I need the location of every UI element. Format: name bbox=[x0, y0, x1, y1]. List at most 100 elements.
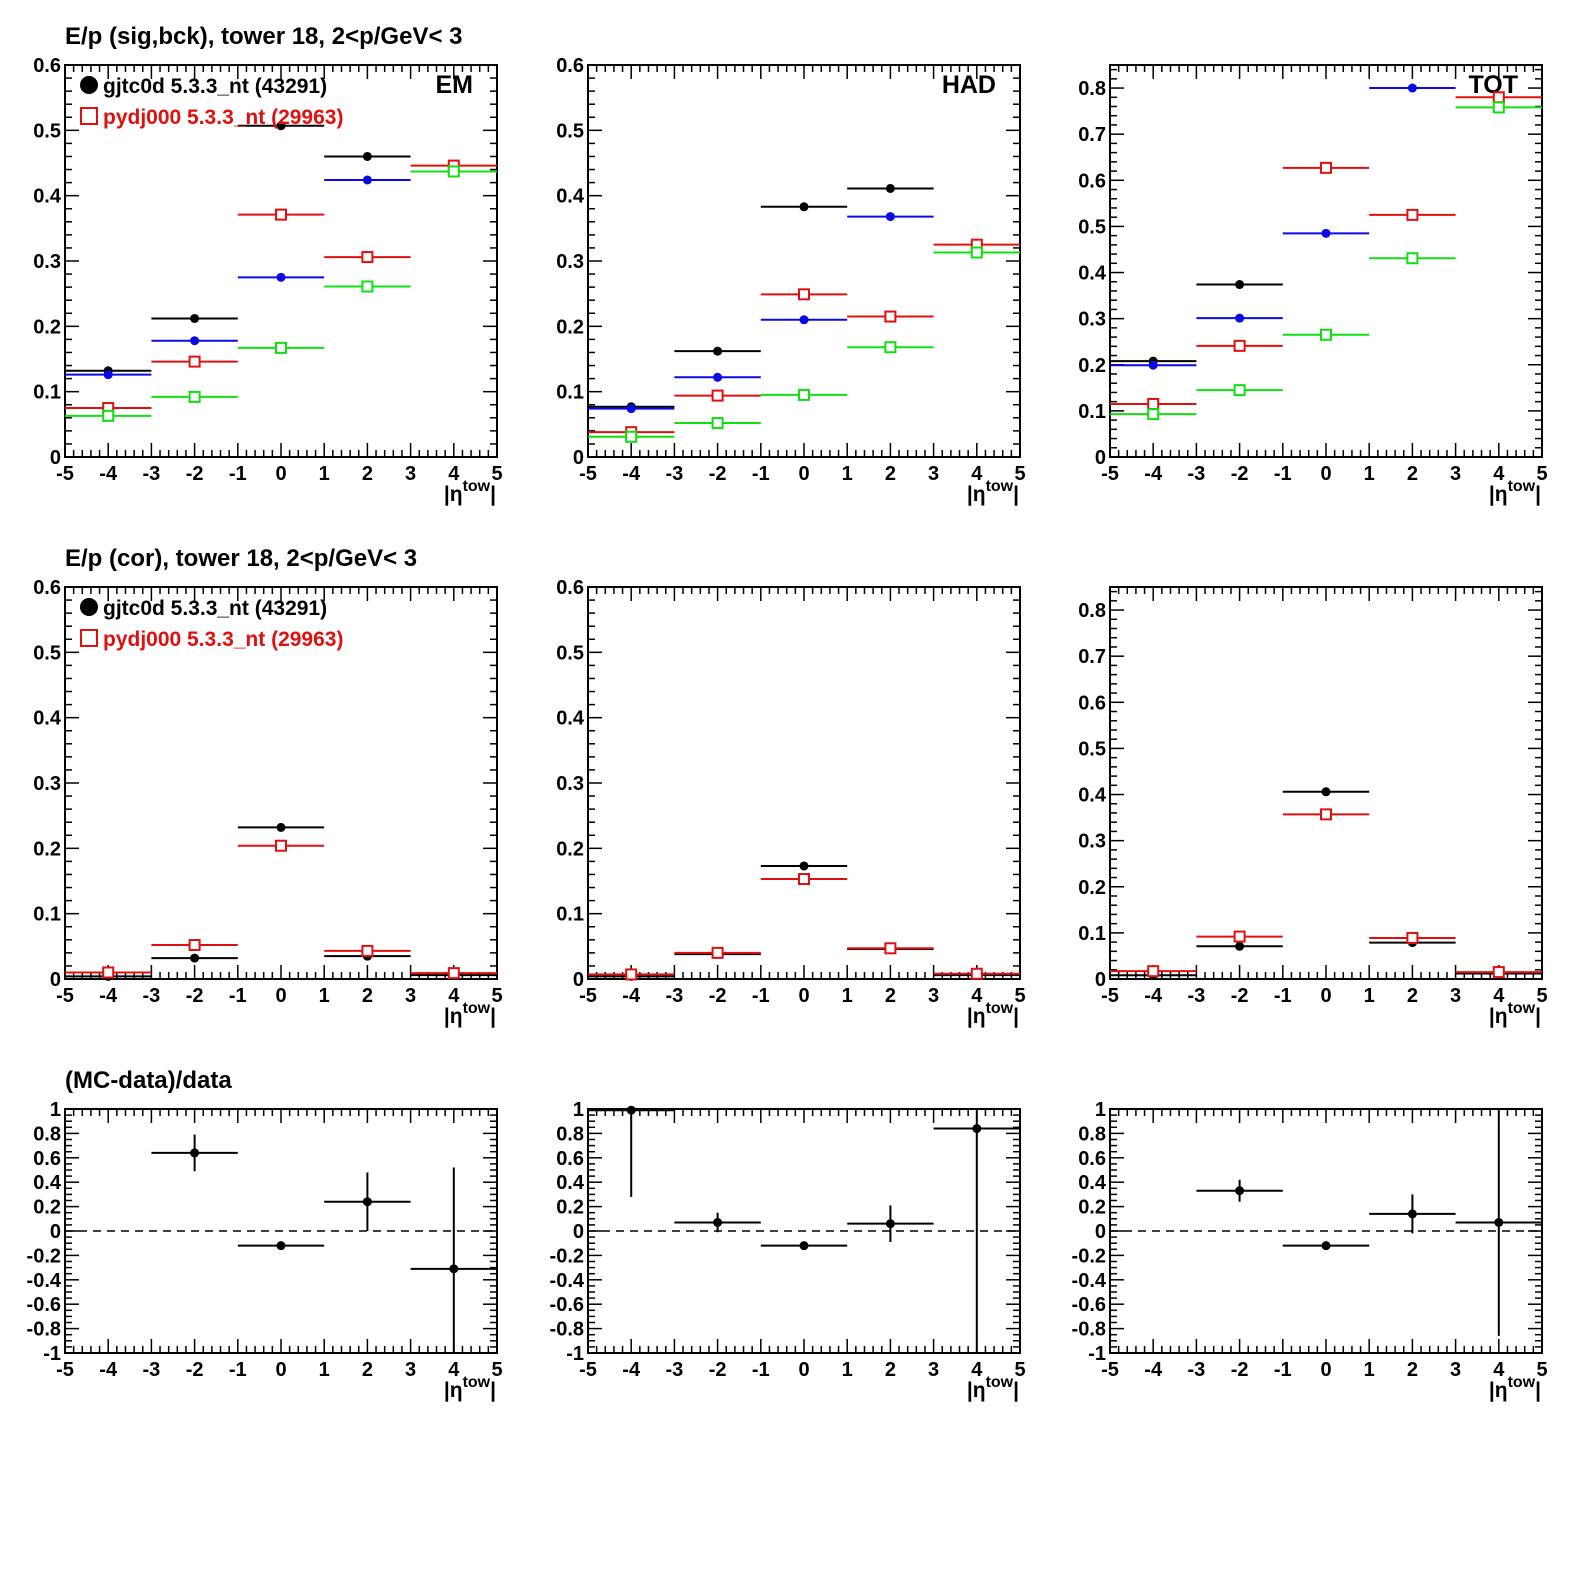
y-tick-label: 0 bbox=[1095, 1221, 1106, 1243]
legend-label: gjtc0d 5.3.3_nt (43291) bbox=[103, 597, 327, 620]
data-point bbox=[1147, 397, 1160, 410]
data-point bbox=[447, 967, 460, 980]
y-tick-label: -0.8 bbox=[1072, 1319, 1106, 1341]
x-tick-label: -1 bbox=[229, 985, 247, 1007]
y-tick-label: -0.2 bbox=[27, 1245, 61, 1267]
x-tick-label: -2 bbox=[709, 463, 727, 485]
x-tick-label: 2 bbox=[885, 985, 896, 1007]
row-1-title: E/p (sig,bck), tower 18, 2<p/GeV< 3 bbox=[65, 23, 462, 50]
x-tick-label: -2 bbox=[709, 985, 727, 1007]
x-axis-label: |ηtow| bbox=[967, 1374, 1019, 1402]
data-point bbox=[885, 183, 895, 193]
data-point bbox=[362, 151, 372, 161]
x-tick-label: -1 bbox=[752, 1359, 770, 1381]
data-point bbox=[1407, 83, 1417, 93]
y-tick-label: 0.4 bbox=[556, 186, 585, 208]
x-axis-label: |ηtow| bbox=[444, 478, 496, 506]
data-point bbox=[275, 839, 287, 852]
data-point bbox=[1407, 1209, 1417, 1219]
x-tick-label: -5 bbox=[56, 463, 74, 485]
legend-marker bbox=[80, 598, 98, 616]
x-tick-label: -1 bbox=[1274, 1359, 1292, 1381]
x-tick-label: 4 bbox=[1493, 985, 1505, 1007]
x-tick-label: -5 bbox=[579, 985, 597, 1007]
x-tick-label: 2 bbox=[362, 463, 373, 485]
x-tick-label: 5 bbox=[1014, 985, 1025, 1007]
y-tick-label: 0.4 bbox=[1078, 785, 1107, 807]
panels: -5 -4 -3 -2 -1 0 1 2 3 4 5 0 0.1 0.2 0.3 0.4 0.5 0.6 |ηtow… bbox=[27, 55, 1548, 1402]
y-tick-label: 1 bbox=[573, 1099, 584, 1121]
y-tick-label: 0 bbox=[1095, 447, 1106, 469]
data-point bbox=[1147, 408, 1160, 421]
x-axis-label: |ηtow| bbox=[1489, 478, 1541, 506]
x-tick-label: -4 bbox=[99, 463, 118, 485]
x-tick-label: 0 bbox=[275, 463, 286, 485]
y-tick-label: 0 bbox=[50, 969, 61, 991]
data-point bbox=[713, 372, 723, 382]
x-tick-label: -5 bbox=[579, 1359, 597, 1381]
y-tick-label: -0.6 bbox=[550, 1294, 584, 1316]
x-tick-label: 5 bbox=[491, 1359, 502, 1381]
y-tick-label: 0.2 bbox=[1078, 355, 1106, 377]
x-tick-label: -4 bbox=[1144, 1359, 1163, 1381]
y-tick-label: 0.8 bbox=[1078, 600, 1106, 622]
x-tick-label: 4 bbox=[448, 985, 460, 1007]
x-tick-label: 5 bbox=[1014, 463, 1025, 485]
x-tick-label: -3 bbox=[666, 1359, 684, 1381]
x-tick-label: 3 bbox=[928, 985, 939, 1007]
data-point bbox=[625, 430, 638, 443]
y-tick-label: 0.3 bbox=[1078, 309, 1106, 331]
x-tick-label: -3 bbox=[143, 1359, 161, 1381]
legend-marker bbox=[80, 629, 98, 647]
data-point bbox=[1492, 91, 1505, 104]
y-tick-label: 0.4 bbox=[33, 1172, 62, 1194]
data-point bbox=[1320, 161, 1332, 174]
x-axis-label: |ηtow| bbox=[967, 1000, 1019, 1028]
x-tick-label: 1 bbox=[319, 463, 330, 485]
panel-corner-label: HAD bbox=[942, 71, 996, 99]
y-tick-label: 0.2 bbox=[33, 316, 61, 338]
x-tick-label: 4 bbox=[971, 985, 983, 1007]
data-point bbox=[713, 1217, 723, 1227]
x-tick-label: 3 bbox=[405, 985, 416, 1007]
x-tick-label: -3 bbox=[666, 985, 684, 1007]
data-point bbox=[1320, 808, 1332, 821]
x-tick-label: 3 bbox=[405, 463, 416, 485]
y-tick-label: 0.2 bbox=[556, 316, 584, 338]
x-tick-label: 5 bbox=[1536, 985, 1547, 1007]
data-point bbox=[190, 1148, 200, 1158]
data-point bbox=[1321, 787, 1331, 797]
y-tick-label: 1 bbox=[1095, 1099, 1106, 1121]
y-tick-label: 0.8 bbox=[1078, 78, 1106, 100]
x-tick-label: -2 bbox=[1231, 463, 1249, 485]
data-point bbox=[102, 409, 115, 422]
y-tick-label: 0.6 bbox=[556, 1148, 584, 1170]
y-tick-label: 1 bbox=[50, 1099, 61, 1121]
data-point bbox=[1320, 328, 1332, 341]
y-tick-label: 0.8 bbox=[556, 1123, 584, 1145]
y-tick-label: 0.6 bbox=[556, 55, 584, 77]
x-tick-label: 5 bbox=[1536, 463, 1547, 485]
y-tick-label: -1 bbox=[43, 1343, 61, 1365]
panel-row3-HAD: -5 -4 -3 -2 -1 0 1 2 3 4 5-1-0.8-0.6-0.4-0.200.20.… bbox=[550, 1099, 1026, 1402]
x-tick-label: 5 bbox=[491, 463, 502, 485]
y-tick-label: 0.7 bbox=[1078, 646, 1106, 668]
y-tick-label: -0.8 bbox=[550, 1319, 584, 1341]
y-tick-label: 0.2 bbox=[33, 838, 61, 860]
y-tick-label: 0.8 bbox=[1078, 1123, 1106, 1145]
data-point bbox=[799, 1241, 809, 1251]
y-tick-label: 0.5 bbox=[33, 642, 61, 664]
legend-label: gjtc0d 5.3.3_nt (43291) bbox=[103, 75, 327, 98]
data-point bbox=[102, 966, 115, 979]
y-tick-label: 0.3 bbox=[33, 773, 61, 795]
y-tick-label: 0.6 bbox=[33, 55, 61, 77]
data-point bbox=[1321, 1241, 1331, 1251]
x-tick-label: 4 bbox=[1493, 1359, 1505, 1381]
x-tick-label: 1 bbox=[319, 985, 330, 1007]
y-tick-label: 0 bbox=[50, 447, 61, 469]
y-tick-label: 0.1 bbox=[33, 382, 61, 404]
data-point bbox=[1235, 280, 1245, 290]
y-tick-label: 0.6 bbox=[556, 577, 584, 599]
y-tick-label: -0.4 bbox=[27, 1270, 62, 1292]
data-point bbox=[449, 1264, 459, 1274]
